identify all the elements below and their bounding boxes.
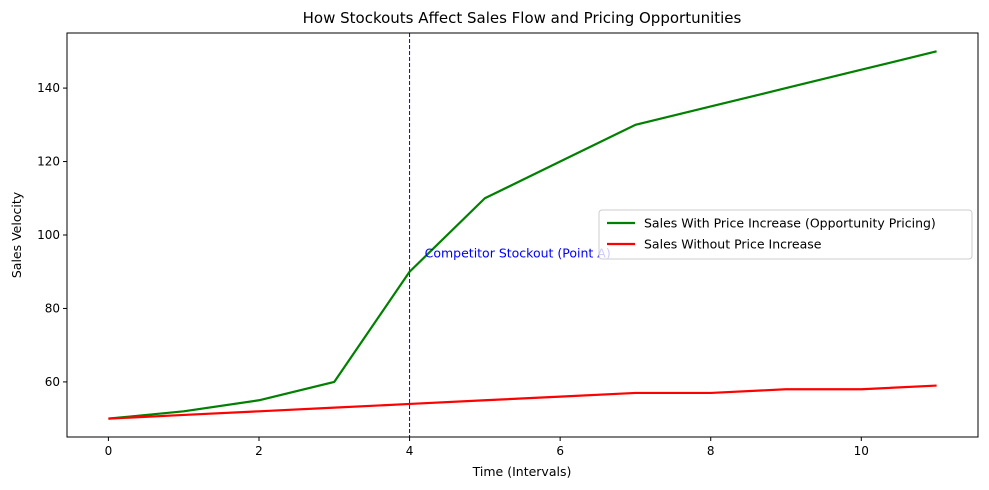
- y-tick-label: 140: [37, 81, 60, 95]
- x-tick-label: 2: [255, 444, 263, 458]
- plot-area: Competitor Stockout (Point A): [108, 33, 937, 437]
- series-line-1: [108, 50, 937, 420]
- legend-label-2: Sales Without Price Increase: [644, 237, 822, 252]
- x-tick-label: 6: [556, 444, 564, 458]
- legend: Sales With Price Increase (Opportunity P…: [598, 209, 973, 260]
- x-axis-label: Time (Intervals): [472, 464, 572, 479]
- axis-ticks: 0 2 4 6 8 10 60 80 100 120 140: [37, 81, 869, 458]
- legend-label-1: Sales With Price Increase (Opportunity P…: [644, 216, 936, 231]
- x-tick-label: 4: [406, 444, 414, 458]
- series-line-2: [108, 384, 937, 420]
- y-axis-label: Sales Velocity: [9, 191, 24, 278]
- y-tick-label: 80: [45, 301, 60, 315]
- y-tick-label: 120: [37, 155, 60, 169]
- x-tick-label: 10: [854, 444, 869, 458]
- y-tick-label: 60: [45, 375, 60, 389]
- stockout-annotation: Competitor Stockout (Point A): [425, 245, 611, 260]
- x-tick-label: 8: [707, 444, 715, 458]
- chart-title: How Stockouts Affect Sales Flow and Pric…: [303, 9, 742, 27]
- legend-box: [598, 209, 973, 260]
- x-tick-label: 0: [105, 444, 113, 458]
- y-tick-label: 100: [37, 228, 60, 242]
